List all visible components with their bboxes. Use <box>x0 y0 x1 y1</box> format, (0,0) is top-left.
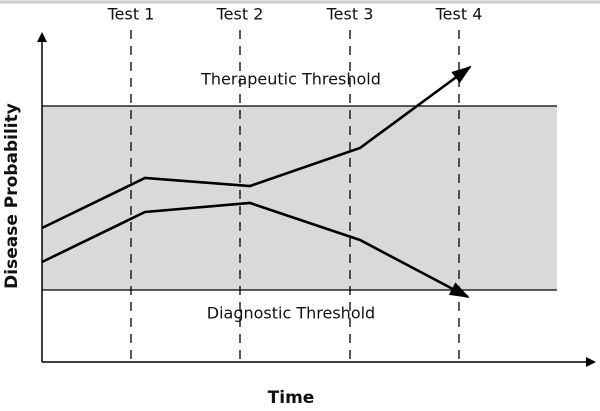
test-label: Test 1 <box>107 5 155 24</box>
upper-trend <box>41 65 472 230</box>
x-axis-label: Time <box>268 388 315 408</box>
lower-trend <box>41 201 470 299</box>
threshold-band <box>42 106 557 290</box>
test-label: Test 4 <box>435 5 483 24</box>
test-label: Test 3 <box>326 5 374 24</box>
test-label: Test 2 <box>216 5 264 24</box>
y-axis-label: Disease Probability <box>2 103 22 289</box>
diagnostic-label: Diagnostic Threshold <box>207 304 375 323</box>
test-lines <box>130 30 460 362</box>
therapeutic-label: Therapeutic Threshold <box>200 70 381 89</box>
